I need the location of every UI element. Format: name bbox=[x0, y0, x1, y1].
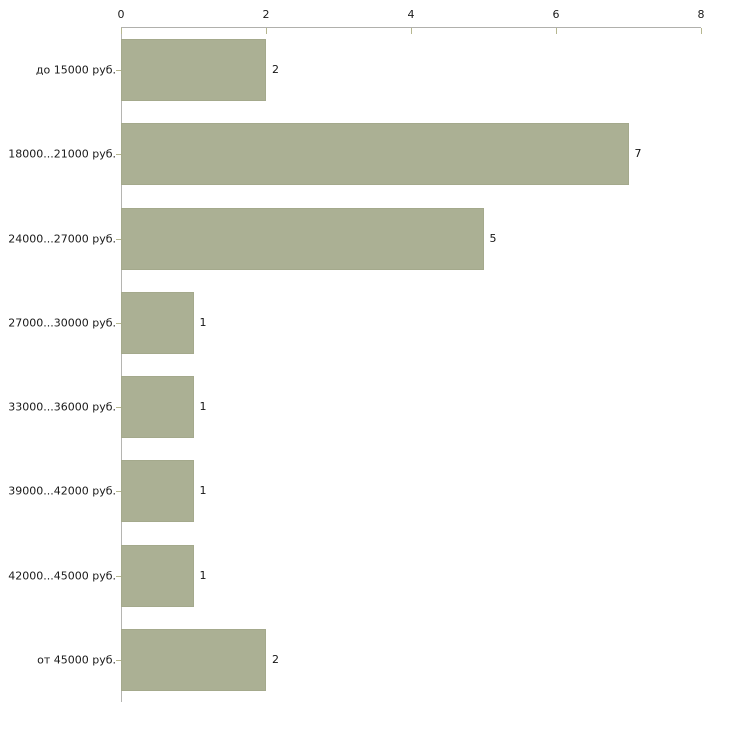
bar-row[interactable]: 1 39000...42000 руб. bbox=[8, 460, 701, 523]
bar-row[interactable]: 1 33000...36000 руб. bbox=[8, 376, 701, 439]
bar-row[interactable]: 1 42000...45000 руб. bbox=[8, 544, 701, 607]
y-axis-tick bbox=[116, 491, 121, 493]
category-label: 27000...30000 руб. bbox=[8, 316, 116, 330]
y-axis-tick bbox=[116, 322, 121, 324]
bar[interactable] bbox=[121, 39, 266, 102]
category-label: до 15000 руб. bbox=[35, 63, 116, 77]
category-axis-line bbox=[121, 28, 122, 702]
y-axis-tick bbox=[116, 659, 121, 661]
category-label: от 45000 руб. bbox=[37, 653, 116, 667]
y-axis-tick bbox=[116, 70, 121, 72]
bar-value-label: 1 bbox=[199, 400, 207, 414]
y-axis-tick bbox=[116, 238, 121, 240]
plot-area: 2 до 15000 руб. 7 18000...21000 руб. 5 24000.… bbox=[8, 28, 701, 702]
category-label: 33000...36000 руб. bbox=[8, 400, 116, 414]
bar-value-label: 1 bbox=[199, 484, 207, 498]
x-axis-tick-label: 0 bbox=[117, 8, 125, 21]
bar-value-label: 5 bbox=[489, 231, 497, 245]
bar[interactable] bbox=[121, 207, 484, 270]
x-axis-tick-label: 6 bbox=[552, 8, 560, 21]
category-label: 39000...42000 руб. bbox=[8, 484, 116, 498]
bar[interactable] bbox=[121, 460, 194, 523]
bar[interactable] bbox=[121, 544, 194, 607]
y-axis-tick bbox=[116, 575, 121, 577]
bar[interactable] bbox=[121, 628, 266, 691]
bar[interactable] bbox=[121, 291, 194, 354]
x-axis-tick-label: 2 bbox=[262, 8, 270, 21]
category-label: 42000...45000 руб. bbox=[8, 569, 116, 583]
x-axis-tick bbox=[701, 28, 702, 34]
bar-value-label: 1 bbox=[199, 315, 207, 329]
bar[interactable] bbox=[121, 376, 194, 439]
x-axis-tick-label: 8 bbox=[697, 8, 705, 21]
bar-value-label: 7 bbox=[634, 147, 642, 161]
x-axis-tick bbox=[411, 28, 412, 34]
category-label: 24000...27000 руб. bbox=[8, 232, 116, 246]
x-axis-tick bbox=[121, 28, 122, 34]
bar-row[interactable]: 2 от 45000 руб. bbox=[37, 628, 701, 691]
bar-row[interactable]: 2 до 15000 руб. bbox=[36, 39, 701, 102]
bar-row[interactable]: 7 18000...21000 руб. bbox=[8, 123, 701, 186]
bar-value-label: 2 bbox=[272, 652, 279, 666]
x-axis-tick bbox=[266, 28, 267, 34]
value-axis-line bbox=[121, 27, 701, 28]
bar[interactable] bbox=[121, 123, 629, 186]
bar-value-label: 2 bbox=[272, 63, 279, 77]
x-axis-tick bbox=[556, 28, 557, 34]
y-axis-tick bbox=[116, 154, 121, 156]
y-axis-tick bbox=[116, 407, 121, 409]
bar-row[interactable]: 1 27000...30000 руб. bbox=[8, 291, 701, 354]
category-label: 18000...21000 руб. bbox=[8, 147, 116, 161]
x-axis-tick-label: 4 bbox=[407, 8, 415, 21]
bar-value-label: 1 bbox=[199, 568, 207, 582]
bar-row[interactable]: 5 24000...27000 руб. bbox=[8, 207, 701, 270]
